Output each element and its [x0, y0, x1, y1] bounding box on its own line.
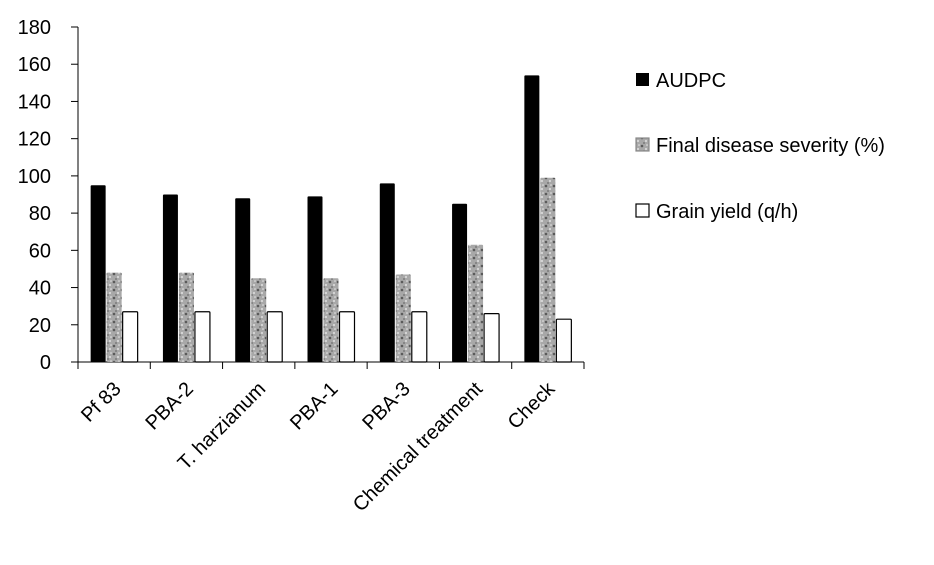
bar-grain-yield-q-h — [555, 318, 572, 363]
bar-final-disease-severity — [468, 244, 484, 362]
legend: AUDPC Final disease severity (%) Grain yie… — [635, 70, 885, 223]
legend-swatch — [635, 203, 650, 218]
axes — [71, 26, 585, 369]
y-tick-label: 120 — [18, 129, 51, 151]
bar-final-disease-severity — [106, 272, 122, 362]
legend-swatch — [636, 73, 649, 86]
y-tick-label: 40 — [29, 278, 51, 300]
legend-label: AUDPC — [656, 70, 726, 92]
y-tick-label: 0 — [40, 352, 51, 374]
bar-audpc — [307, 196, 323, 362]
bar-audpc — [379, 183, 395, 362]
bars — [90, 75, 572, 363]
y-tick-label: 80 — [29, 203, 51, 225]
bar-final-disease-severity — [540, 177, 556, 362]
bar-grain-yield-q-h — [122, 311, 139, 363]
bar-final-disease-severity — [323, 278, 339, 362]
bar-grain-yield-q-h — [483, 313, 500, 363]
x-category-label: PBA-3 — [358, 378, 414, 434]
x-category-label: PBA-2 — [142, 378, 198, 434]
bar-audpc — [452, 203, 468, 362]
bar-audpc — [90, 185, 106, 362]
x-category-label: PBA-1 — [286, 378, 342, 434]
y-tick-label: 160 — [18, 54, 51, 76]
bar-audpc — [524, 75, 540, 362]
y-tick-label: 180 — [18, 17, 51, 39]
legend-label: Grain yield (q/h) — [656, 201, 798, 223]
bar-audpc — [235, 198, 251, 362]
bar-final-disease-severity — [178, 272, 194, 362]
bar-grain-yield-q-h — [411, 311, 428, 363]
y-tick-label: 100 — [18, 166, 51, 188]
y-tick-label: 20 — [29, 315, 51, 337]
bar-audpc — [162, 194, 178, 362]
bar-grain-yield-q-h — [266, 311, 283, 363]
bar-final-disease-severity — [251, 278, 267, 362]
x-category-label: Pf 83 — [77, 378, 126, 427]
bar-grain-yield-q-h — [194, 311, 211, 363]
x-category-label: Check — [504, 377, 560, 433]
x-category-label: Chemical treatment — [349, 378, 487, 516]
legend-label: Final disease severity (%) — [656, 135, 885, 157]
y-tick-label: 140 — [18, 91, 51, 113]
y-tick-label: 60 — [29, 240, 51, 262]
bar-grain-yield-q-h — [338, 311, 356, 363]
bar-final-disease-severity — [395, 274, 411, 362]
legend-swatch — [635, 137, 650, 152]
